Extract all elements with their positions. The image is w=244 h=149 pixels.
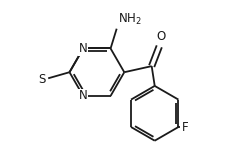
Text: N: N [79,89,88,103]
Text: N: N [79,42,88,55]
Text: F: F [182,121,189,134]
Text: NH$_2$: NH$_2$ [118,12,142,27]
Text: S: S [39,73,46,86]
Text: O: O [156,30,165,43]
